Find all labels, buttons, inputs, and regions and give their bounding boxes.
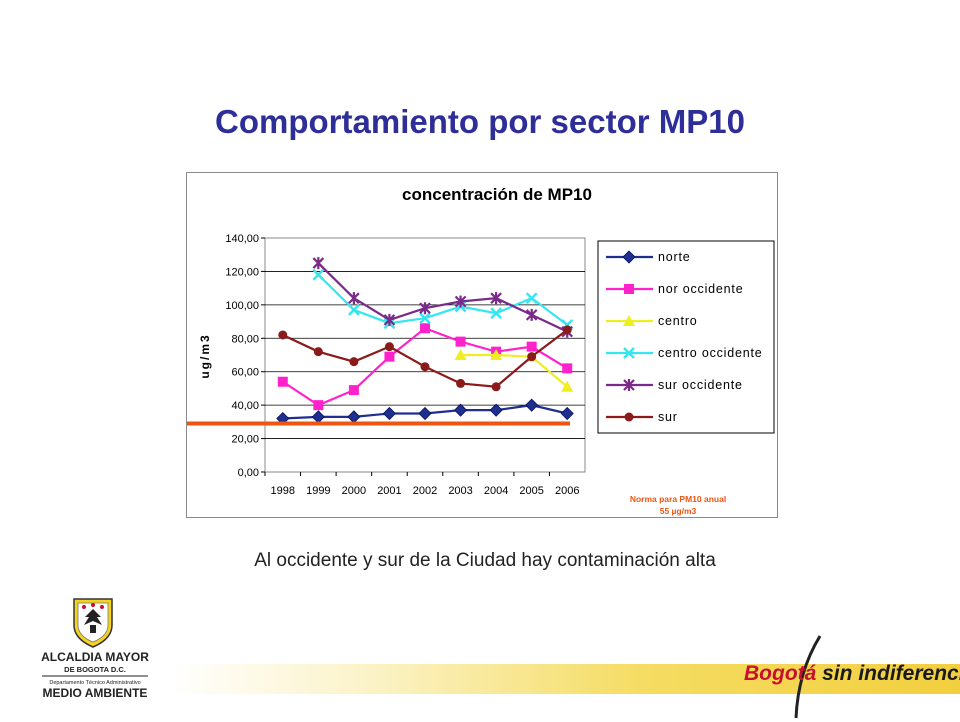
data-point	[419, 312, 431, 325]
data-point	[348, 292, 360, 305]
data-point	[525, 398, 539, 412]
data-point	[420, 362, 430, 372]
data-point	[312, 257, 325, 270]
y-axis-label: ug/m3	[198, 333, 212, 378]
plot-area	[264, 237, 586, 473]
logo-line1: ALCALDIA MAYOR	[41, 650, 149, 664]
data-point	[453, 403, 468, 417]
slide-title: Comportamiento por sector MP10	[215, 103, 745, 140]
data-point	[312, 268, 325, 281]
data-point	[454, 295, 467, 308]
legend-label: sur	[658, 410, 678, 424]
y-tick-label: 40,00	[231, 400, 259, 412]
x-tick-label: 2003	[448, 485, 472, 497]
legend-marker	[624, 284, 634, 294]
legend-marker	[623, 379, 635, 391]
logo-line4: MEDIO AMBIENTE	[43, 686, 148, 700]
x-tick-label: 2000	[342, 485, 366, 497]
y-tick-label: 60,00	[231, 367, 259, 379]
data-point	[419, 302, 431, 315]
x-tick-label: 2006	[555, 485, 579, 497]
brand-part2: sin indiferencia	[822, 662, 960, 685]
y-tick-label: 100,00	[225, 300, 259, 312]
data-point	[454, 349, 467, 360]
series-line	[460, 353, 568, 388]
legend-label: norte	[658, 250, 691, 264]
data-point	[562, 325, 572, 335]
y-tick-label: 80,00	[231, 333, 259, 345]
footer-band	[170, 664, 960, 694]
brand-swoosh-icon	[794, 635, 822, 719]
brand-logo: Bogotá sin indiferencia	[744, 662, 960, 686]
data-point	[491, 382, 501, 392]
coat-of-arms-icon	[73, 598, 113, 648]
data-point	[418, 406, 432, 421]
x-tick-label: 2001	[377, 485, 401, 497]
x-tick-label: 2004	[484, 485, 508, 497]
x-tick-label: 1999	[306, 485, 330, 497]
data-point	[313, 347, 323, 357]
y-tick-label: 140,00	[225, 233, 259, 245]
data-point	[278, 330, 288, 340]
data-point	[420, 323, 430, 334]
brand-part1: Bogotá	[744, 662, 817, 685]
legend-marker	[623, 347, 635, 359]
y-tick-label: 0,00	[238, 467, 259, 479]
series-line	[317, 273, 568, 326]
data-point	[455, 336, 466, 347]
data-point	[383, 313, 396, 326]
legend-label: centro occidente	[658, 346, 763, 360]
legend-label: centro	[658, 314, 698, 328]
legend-box	[597, 240, 775, 434]
data-point	[560, 406, 574, 421]
x-tick-label: 2005	[519, 485, 543, 497]
slide-caption: Al occidente y sur de la Ciudad hay cont…	[254, 550, 716, 571]
data-point	[490, 307, 502, 320]
data-point	[525, 308, 538, 321]
data-point	[382, 406, 397, 421]
data-point	[348, 385, 359, 396]
data-point	[490, 292, 502, 305]
x-tick-label: 1998	[271, 485, 295, 497]
data-point	[348, 304, 360, 316]
legend-label: sur occidente	[658, 378, 743, 392]
chart: concentración de MP10 ug/m3 0,00 20,00 40,…	[187, 185, 775, 516]
data-point	[525, 292, 538, 305]
series-line	[317, 262, 568, 333]
y-tick-label: 120,00	[225, 266, 259, 278]
logo-line2: DE BOGOTA D.C.	[64, 665, 126, 674]
data-point	[277, 376, 288, 387]
logo-line3: Departamento Técnico Administrativo	[49, 680, 140, 686]
reference-label-line1: Norma para PM10 anual	[630, 494, 726, 504]
data-point	[490, 349, 503, 360]
data-point	[313, 400, 324, 411]
data-point	[562, 363, 573, 374]
chart-title: concentración de MP10	[402, 185, 592, 204]
legend-marker	[624, 412, 634, 422]
alcaldia-logo: ALCALDIA MAYOR DE BOGOTA D.C. Departamen…	[38, 595, 158, 705]
data-point	[456, 378, 466, 388]
legend-marker	[623, 315, 635, 326]
data-point	[349, 357, 359, 367]
reference-label-line2: 55 µg/m3	[660, 506, 697, 516]
chart-frame: concentración de MP10 ug/m3 0,00 20,00 40,…	[186, 172, 778, 518]
data-point	[384, 342, 394, 352]
data-point	[384, 351, 395, 362]
legend-marker	[622, 250, 636, 264]
x-tick-label: 2002	[413, 485, 437, 497]
data-point	[489, 403, 503, 417]
legend-label: nor occidente	[658, 282, 743, 296]
data-point	[527, 352, 537, 362]
data-point	[561, 380, 574, 392]
y-tick-label: 20,00	[231, 434, 259, 446]
data-point	[526, 341, 537, 352]
